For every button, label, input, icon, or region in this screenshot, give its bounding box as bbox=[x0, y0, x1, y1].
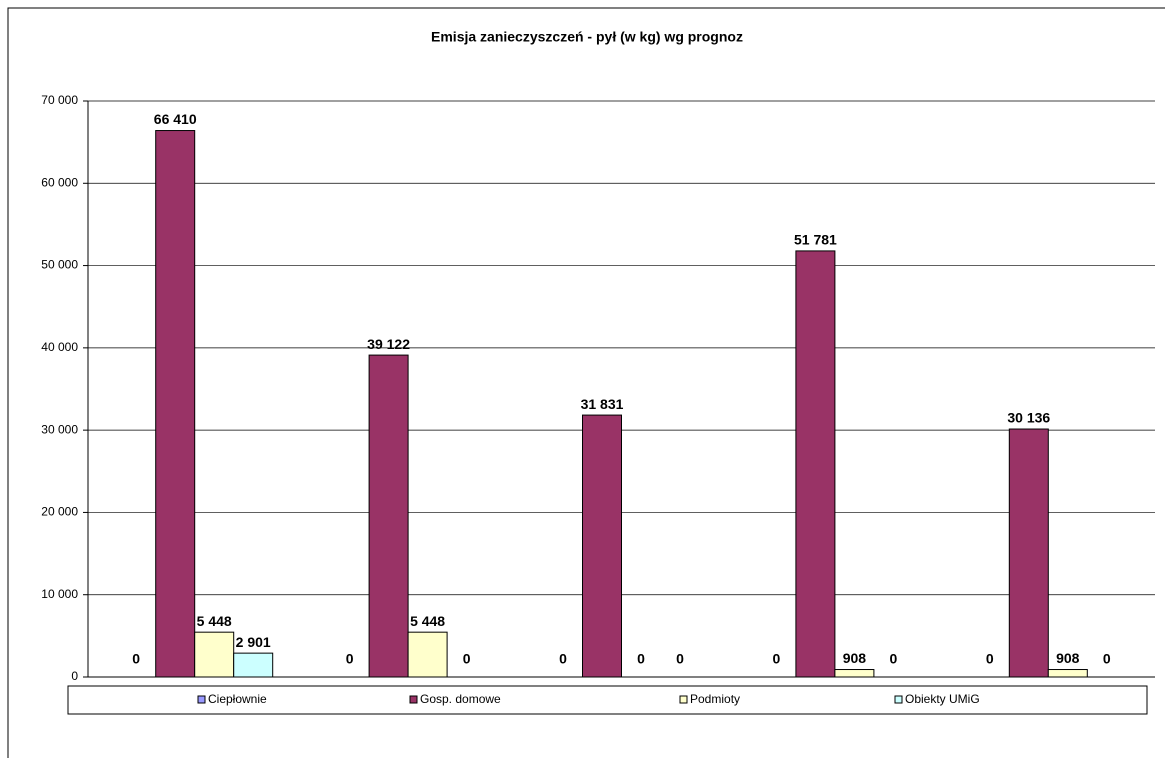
bar bbox=[1008, 428, 1049, 678]
data-label: 51 781 bbox=[794, 232, 837, 248]
data-label: 908 bbox=[843, 650, 867, 666]
data-label: 0 bbox=[890, 651, 898, 667]
legend-label: Obiekty UMiG bbox=[905, 692, 980, 706]
legend-swatch bbox=[409, 695, 418, 704]
data-label: 0 bbox=[559, 651, 567, 667]
data-label: 0 bbox=[346, 651, 354, 667]
y-tick-label: 30 000 bbox=[41, 422, 78, 436]
data-label: 0 bbox=[463, 651, 471, 667]
data-label: 0 bbox=[676, 651, 684, 667]
data-label: 31 831 bbox=[581, 396, 624, 412]
bar bbox=[582, 414, 622, 678]
y-tick-label: 40 000 bbox=[41, 340, 78, 354]
data-label: 30 136 bbox=[1007, 410, 1050, 426]
legend-swatch bbox=[894, 695, 903, 704]
data-label: 0 bbox=[1103, 651, 1111, 667]
y-tick-label: 0 bbox=[71, 669, 78, 683]
legend-label: Gosp. domowe bbox=[420, 692, 501, 706]
legend-swatch bbox=[197, 695, 206, 704]
y-tick-label: 70 000 bbox=[41, 93, 78, 107]
data-label: 5 448 bbox=[197, 613, 232, 629]
legend-label: Ciepłownie bbox=[208, 692, 267, 706]
data-label: 908 bbox=[1056, 650, 1080, 666]
y-tick-label: 50 000 bbox=[41, 258, 78, 272]
bar bbox=[155, 130, 196, 678]
bar bbox=[795, 250, 836, 678]
data-label: 0 bbox=[132, 651, 140, 667]
bar bbox=[407, 631, 448, 678]
legend-label: Podmioty bbox=[690, 692, 740, 706]
bar bbox=[1047, 669, 1088, 678]
legend-swatch bbox=[679, 695, 688, 704]
bar bbox=[368, 354, 409, 678]
data-label: 39 122 bbox=[367, 336, 410, 352]
bar bbox=[233, 652, 274, 678]
y-tick-label: 60 000 bbox=[41, 175, 78, 189]
data-label: 5 448 bbox=[410, 613, 445, 629]
data-label: 66 410 bbox=[154, 111, 197, 127]
data-label: 0 bbox=[773, 651, 781, 667]
data-label: 0 bbox=[637, 651, 645, 667]
chart-title: Emisja zanieczyszczeń - pył (w kg) wg pr… bbox=[431, 29, 743, 45]
bar bbox=[194, 631, 235, 678]
bar bbox=[834, 669, 875, 678]
legend-box bbox=[67, 685, 1148, 715]
y-tick-label: 10 000 bbox=[41, 587, 78, 601]
data-label: 0 bbox=[986, 651, 994, 667]
y-tick-label: 20 000 bbox=[41, 505, 78, 519]
data-label: 2 901 bbox=[236, 634, 271, 650]
